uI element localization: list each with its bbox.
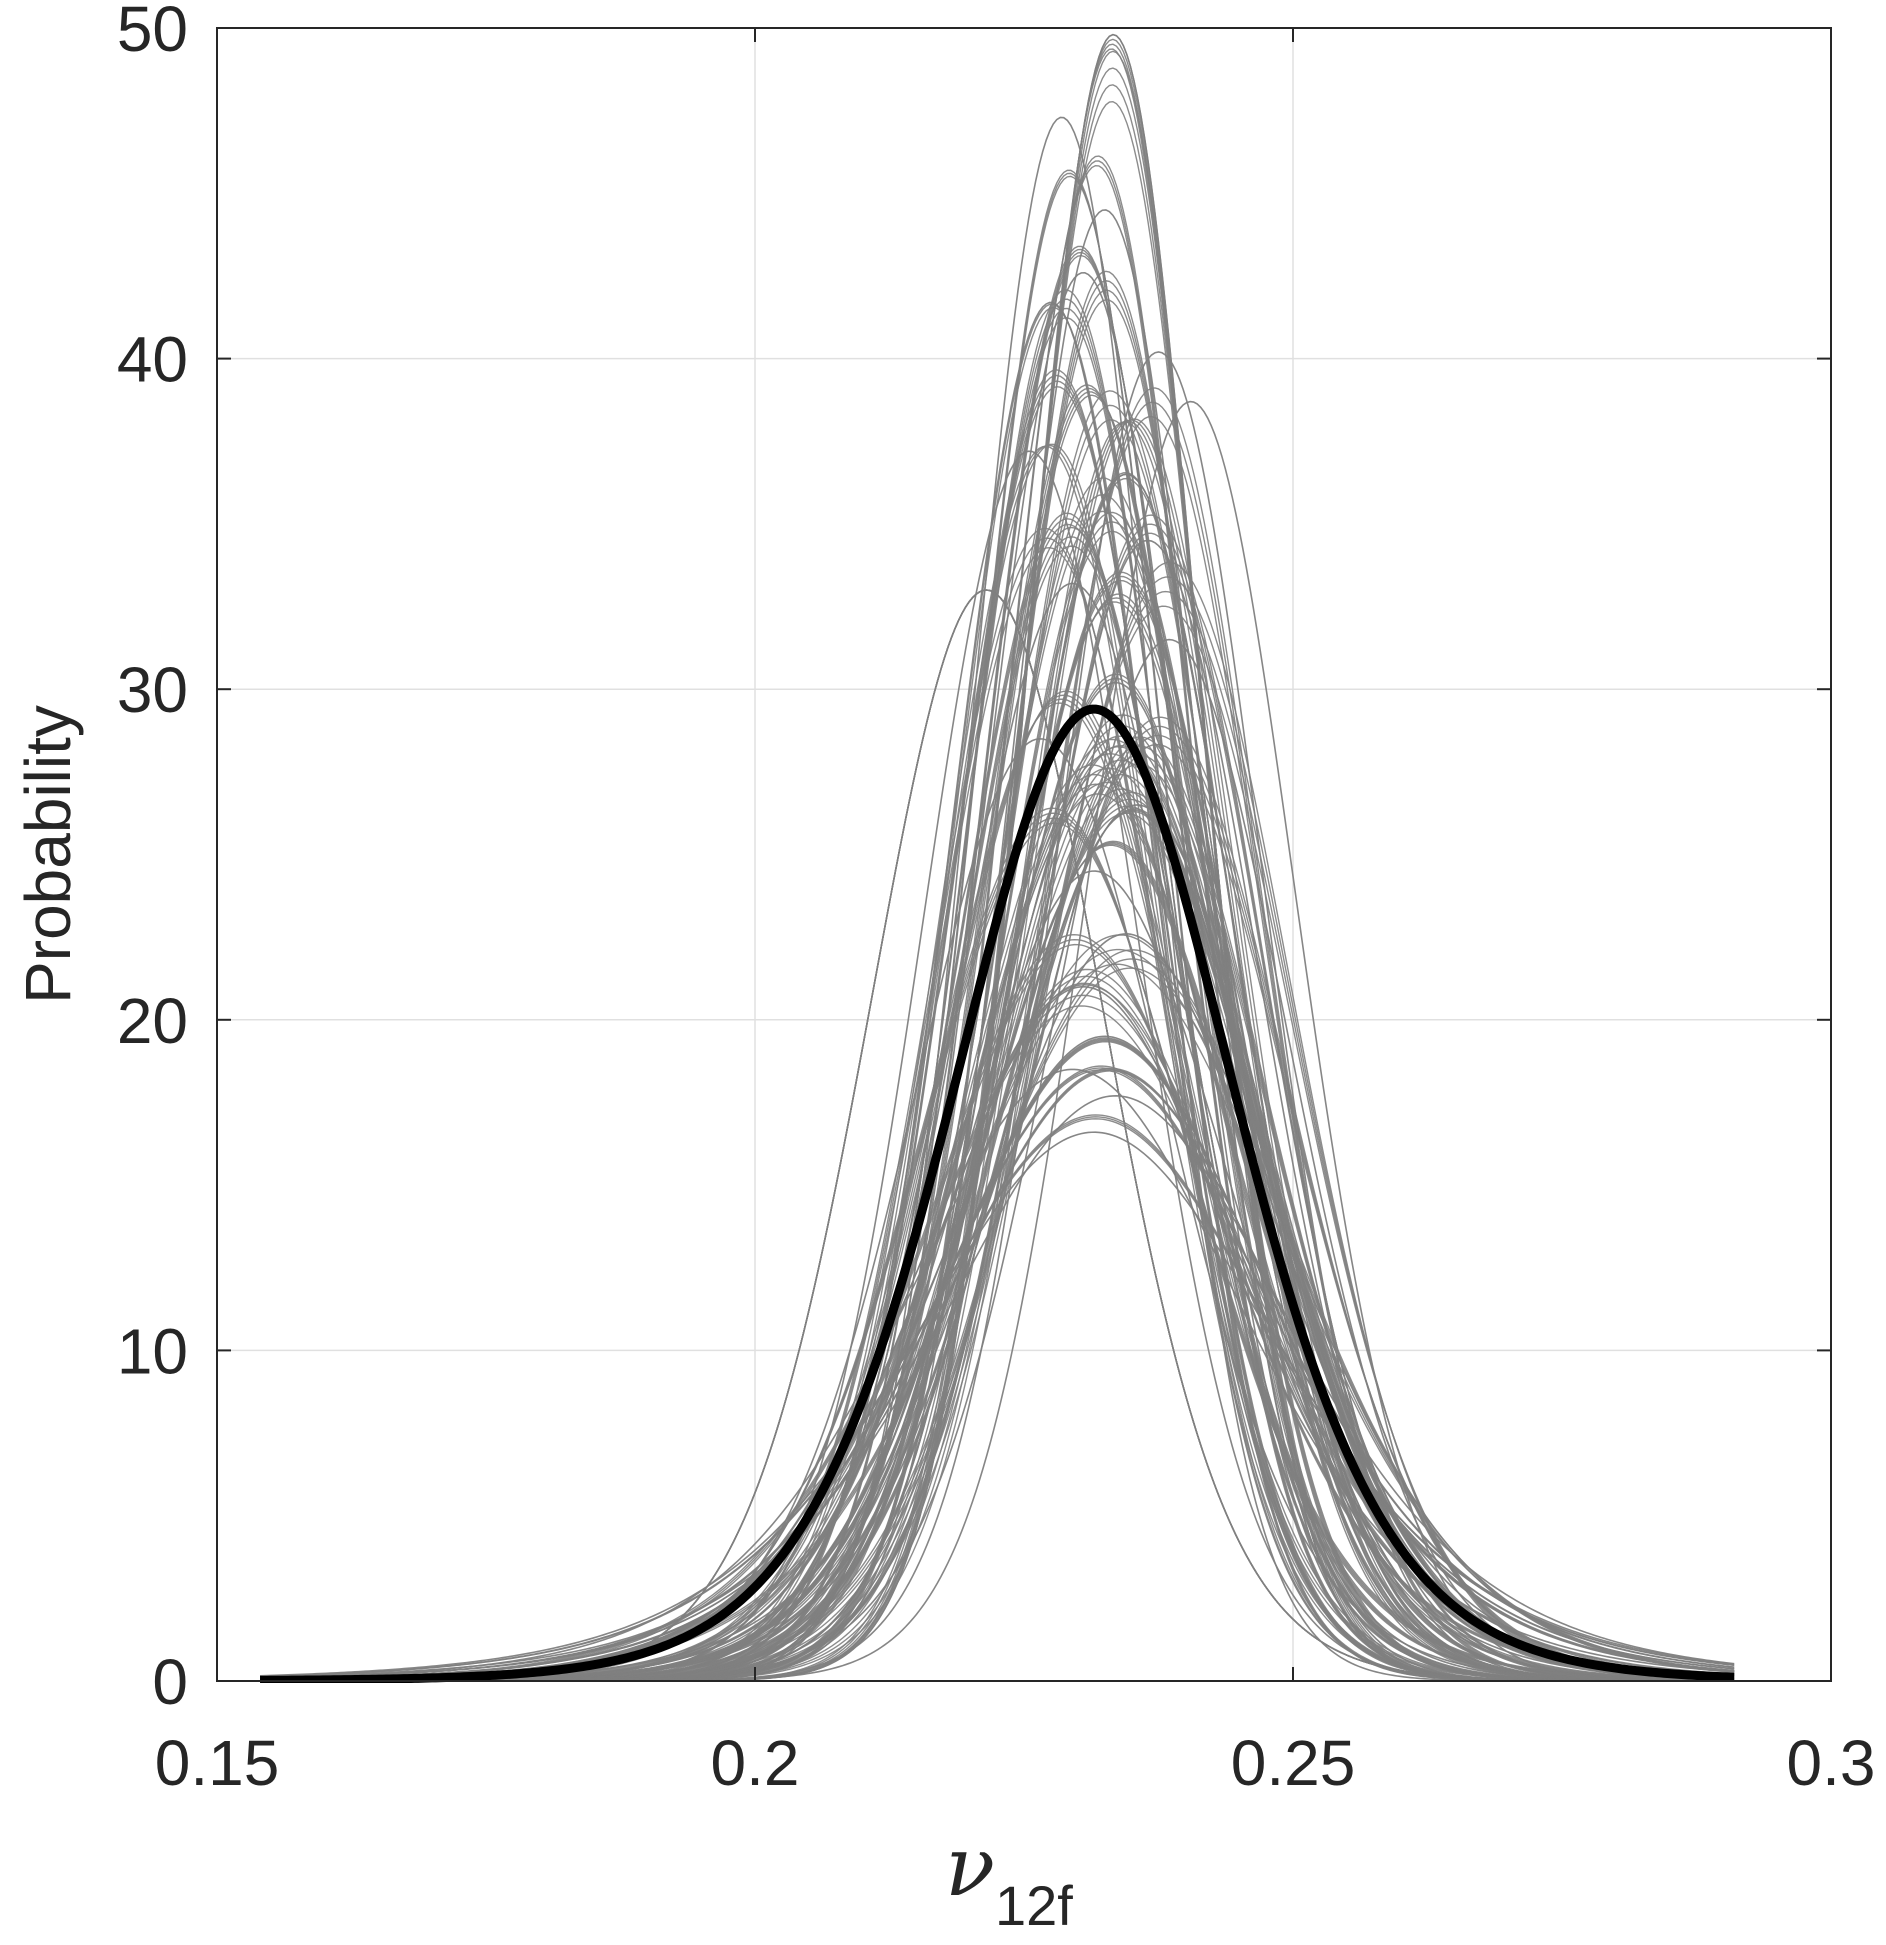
x-axis-label-subscript: 12f [995,1874,1073,1937]
y-tick-label-3: 30 [117,654,188,726]
y-tick-label-0: 0 [152,1646,188,1718]
x-axis-label: ν12f [945,1820,1073,1937]
axes-layer [216,27,1832,1682]
sample-curve-fill-157 [260,1040,1735,1680]
x-axis-label-symbol: ν [945,1820,995,1915]
x-tick-label-3: 0.3 [1787,1727,1876,1799]
y-tick-label-1: 10 [117,1315,188,1387]
sample-curve-fill-137 [260,1065,1735,1679]
mean-curve [259,704,1736,1683]
y-tick-label-2: 20 [117,985,188,1057]
x-tick-label-0: 0.15 [155,1727,280,1799]
y-tick-label-4: 40 [117,324,188,396]
tick-labels: 0.15 0.2 0.25 0.3 0 10 20 30 40 50 [117,0,1876,1799]
mean-curve-layer [259,704,1736,1683]
axes-box [216,27,1832,1682]
y-axis-label: Probability [12,705,84,1004]
y-tick-label-5: 50 [117,0,188,65]
x-tick-label-2: 0.25 [1231,1727,1356,1799]
x-tick-label-1: 0.2 [711,1727,800,1799]
